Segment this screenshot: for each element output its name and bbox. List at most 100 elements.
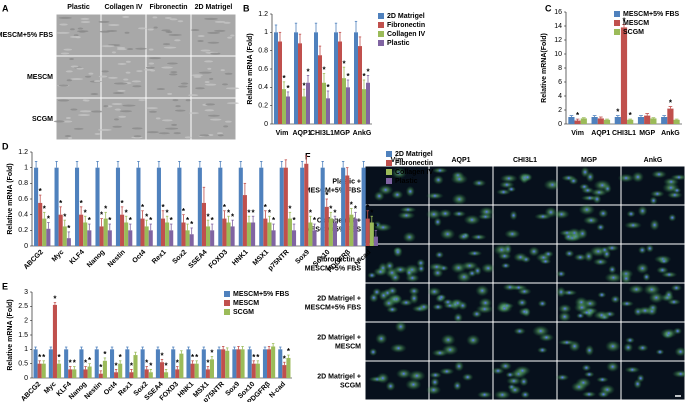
phase-image [191,14,236,56]
bar [140,218,145,246]
bar [251,363,256,378]
row-label: MESCM+5% FBS [305,187,362,194]
nucleus [523,392,528,397]
y-tick-label: 2.5 [18,303,28,310]
cell [53,120,65,123]
significance-mark: * [252,353,256,362]
nucleus [432,193,438,199]
bar [38,202,43,246]
legend-label: SCGM [233,309,254,316]
cell [204,83,217,86]
significance-mark: * [115,362,119,371]
bar [95,167,100,246]
cell [148,57,162,60]
nucleus [598,225,603,230]
significance-mark: * [629,111,633,120]
nucleus [657,349,663,355]
nucleus [437,350,443,356]
cell [84,75,92,78]
cell [135,47,147,50]
nucleus [467,263,472,268]
nucleus [576,384,582,390]
nucleus [407,270,412,275]
nucleus [661,258,667,264]
nucleus [640,208,645,214]
nucleus [587,372,592,377]
bar [300,167,305,246]
bar [580,118,587,124]
cell [167,62,178,65]
nucleus [600,211,606,216]
bar [42,218,47,246]
cell [173,132,182,135]
nucleus [635,174,641,180]
significance-mark: * [264,203,268,212]
bar [282,365,287,378]
bar [361,167,366,246]
x-tick-label: ABCG2 [20,381,42,402]
cell [224,120,232,123]
bar [320,167,325,246]
cell [209,77,214,80]
bar [98,373,103,378]
cell [124,31,130,34]
nucleus [538,328,543,334]
y-tick-label: 2 [558,107,562,114]
bar [286,357,291,378]
cell [189,112,199,115]
bar [83,369,88,378]
phase-image [101,98,146,140]
nucleus [435,270,440,276]
cell [172,99,179,102]
nucleus [540,214,546,219]
x-tick-label: MGP [639,130,655,137]
significance-mark: * [256,353,260,362]
significance-mark: * [130,362,134,371]
bar [346,87,350,124]
cell [69,58,74,61]
significance-mark: * [160,351,164,360]
bar [318,55,322,124]
nucleus [460,303,465,308]
nucleus [642,308,648,313]
row-label: 2D Matrigel + [317,295,361,302]
nucleus [546,251,551,257]
y-tick-label: 0 [24,243,28,250]
significance-mark: * [176,359,180,368]
x-tick-label: AnkG [661,130,680,137]
nucleus [518,255,523,260]
cell [106,29,118,32]
nucleus [666,292,672,298]
cell [119,110,133,113]
significance-mark: * [286,84,290,93]
bar [262,349,268,378]
significance-mark: * [362,72,366,81]
x-tick-label: KLF4 [69,249,86,266]
nucleus [678,371,683,377]
nucleus [548,210,554,215]
cell [213,29,226,32]
nucleus [443,211,448,216]
cell [131,80,142,83]
bar [302,96,306,124]
y-tick-label: 0.8 [258,48,268,55]
nucleus [579,305,585,310]
phase-image [56,14,101,56]
nucleus [507,285,513,290]
cell [114,118,119,121]
bar [34,167,39,246]
significance-mark: * [191,353,195,362]
bar [165,222,170,246]
nucleus [587,348,592,353]
cell [76,67,84,70]
cell [122,104,136,107]
nucleus [678,349,683,354]
significance-mark: * [119,353,123,362]
nucleus [634,287,639,292]
nucleus [447,347,453,352]
nucleus [674,188,680,193]
bar [673,119,680,124]
cell [90,110,104,113]
legend-swatch [224,300,230,306]
bar [251,222,256,246]
